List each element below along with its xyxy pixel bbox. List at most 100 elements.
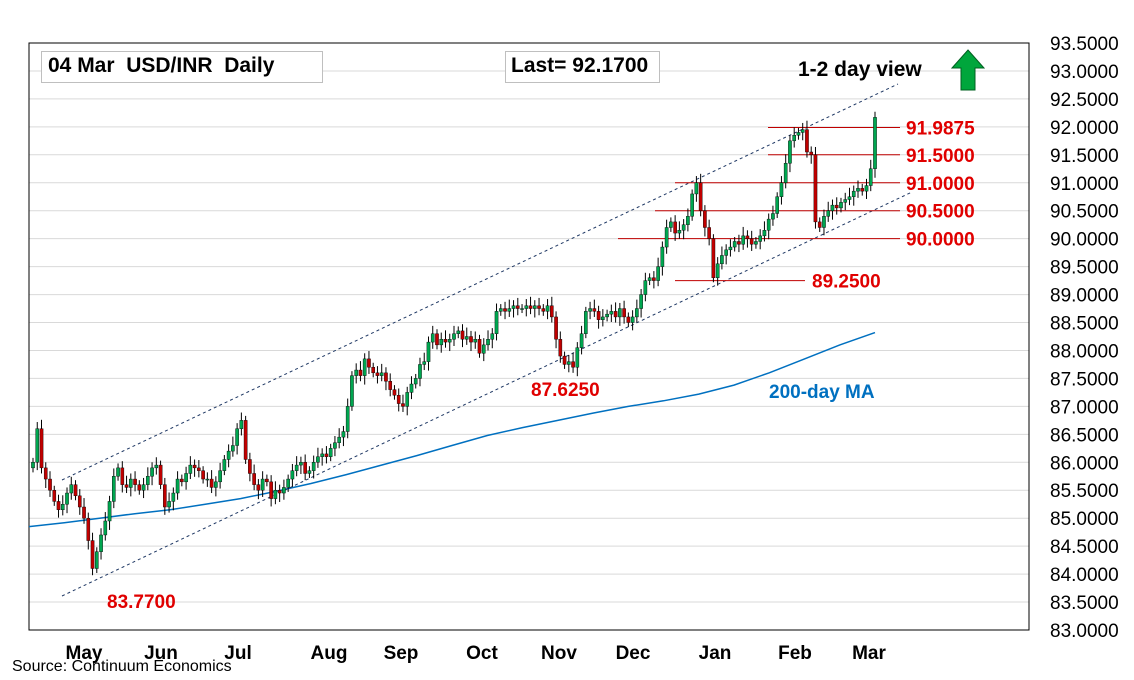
candle-body xyxy=(52,490,57,502)
candle-body xyxy=(107,501,112,522)
candle-body xyxy=(396,395,401,404)
plot-border xyxy=(28,42,1030,631)
candle-body xyxy=(77,495,82,508)
candle-body xyxy=(354,369,358,376)
candle-body xyxy=(737,241,741,245)
candle-body xyxy=(745,235,750,239)
candle-body xyxy=(511,305,516,309)
last-price: Last= 92.1700 xyxy=(505,51,660,83)
candle-body xyxy=(350,375,354,407)
y-tick-label: 92.0000 xyxy=(1050,118,1119,139)
y-tick-label: 93.5000 xyxy=(1050,34,1119,55)
candle-body xyxy=(426,341,431,362)
x-tick-label: Jul xyxy=(224,643,251,664)
candle-body xyxy=(562,355,567,365)
y-tick-label: 90.5000 xyxy=(1050,202,1119,223)
channel-lower xyxy=(61,191,913,597)
candle-body xyxy=(545,305,550,312)
candle-body xyxy=(65,492,69,505)
candle-body xyxy=(622,308,626,318)
candle-body xyxy=(167,501,171,508)
candle-body xyxy=(197,467,201,471)
candle-body xyxy=(520,308,524,310)
candle-body xyxy=(43,467,48,480)
candle-body xyxy=(345,406,350,432)
level-label: 90.0000 xyxy=(906,230,975,251)
candle-body xyxy=(554,316,558,340)
candle-body xyxy=(873,117,877,169)
candle-body xyxy=(800,129,805,133)
candle-body xyxy=(218,470,222,483)
x-tick-label: Oct xyxy=(466,643,498,664)
candle-body xyxy=(137,484,142,491)
candle-body xyxy=(209,478,214,488)
candle-body xyxy=(630,316,635,323)
candle-body xyxy=(635,308,639,318)
x-tick-label: Jan xyxy=(699,643,732,664)
candle-body xyxy=(239,420,244,429)
x-axis: May Jun Jul Aug Sep Oct Nov Dec Jan Feb Mar xyxy=(66,643,887,664)
candle-body xyxy=(486,339,490,346)
candle-body xyxy=(388,381,393,390)
candle-body xyxy=(503,308,507,312)
candle-body xyxy=(571,361,575,368)
candle-body xyxy=(39,428,44,469)
candle-body xyxy=(124,484,129,488)
candle-body xyxy=(673,221,677,234)
candle-body xyxy=(567,361,571,365)
candle-body xyxy=(698,182,703,211)
candle-body xyxy=(99,534,103,552)
candle-body xyxy=(805,129,809,153)
candle-body xyxy=(277,490,282,494)
candle-body xyxy=(311,462,316,471)
x-tick-label: Jun xyxy=(144,643,178,664)
candle-body xyxy=(490,333,495,340)
candle-body xyxy=(362,358,367,376)
level-label: 91.0000 xyxy=(906,174,975,195)
candle-body xyxy=(601,316,605,320)
candle-body xyxy=(686,216,690,225)
candle-body xyxy=(473,339,478,343)
candle-body xyxy=(788,140,792,164)
candle-body xyxy=(541,308,546,312)
candle-body xyxy=(477,339,482,354)
candle-body xyxy=(507,308,512,312)
candle-body xyxy=(379,372,384,376)
candle-body xyxy=(282,487,286,494)
channel-upper xyxy=(61,83,899,481)
candle-body xyxy=(201,470,205,480)
candle-body xyxy=(626,316,631,323)
candle-body xyxy=(82,506,86,519)
candle-body xyxy=(184,473,188,483)
candle-body xyxy=(724,249,728,256)
candle-body xyxy=(639,294,643,309)
candle-body xyxy=(647,277,652,281)
candle-body xyxy=(116,467,120,477)
candle-body xyxy=(550,305,554,318)
candle-body xyxy=(584,311,588,334)
candle-body xyxy=(235,428,239,446)
candle-body xyxy=(707,227,711,239)
x-tick-label: Aug xyxy=(311,643,348,664)
candle-body xyxy=(690,193,694,217)
candle-body xyxy=(498,308,503,312)
y-tick-label: 90.0000 xyxy=(1050,230,1119,251)
gridlines xyxy=(29,70,1029,603)
y-tick-label: 86.0000 xyxy=(1050,453,1119,474)
x-tick-label: Nov xyxy=(541,643,577,664)
candle-body xyxy=(860,188,865,192)
trend-channel xyxy=(61,83,913,597)
candle-body xyxy=(481,344,486,354)
candle-body xyxy=(265,478,269,483)
y-tick-label: 88.0000 xyxy=(1050,341,1119,362)
candle-body xyxy=(358,369,363,376)
candle-body xyxy=(439,339,444,346)
candle-body xyxy=(464,336,469,340)
candle-body xyxy=(494,311,499,334)
y-tick-label: 89.0000 xyxy=(1050,286,1119,307)
candle-body xyxy=(843,199,848,203)
candle-body xyxy=(796,132,801,136)
candle-body xyxy=(316,456,320,463)
candle-body xyxy=(609,311,614,315)
candle-body xyxy=(452,333,456,340)
